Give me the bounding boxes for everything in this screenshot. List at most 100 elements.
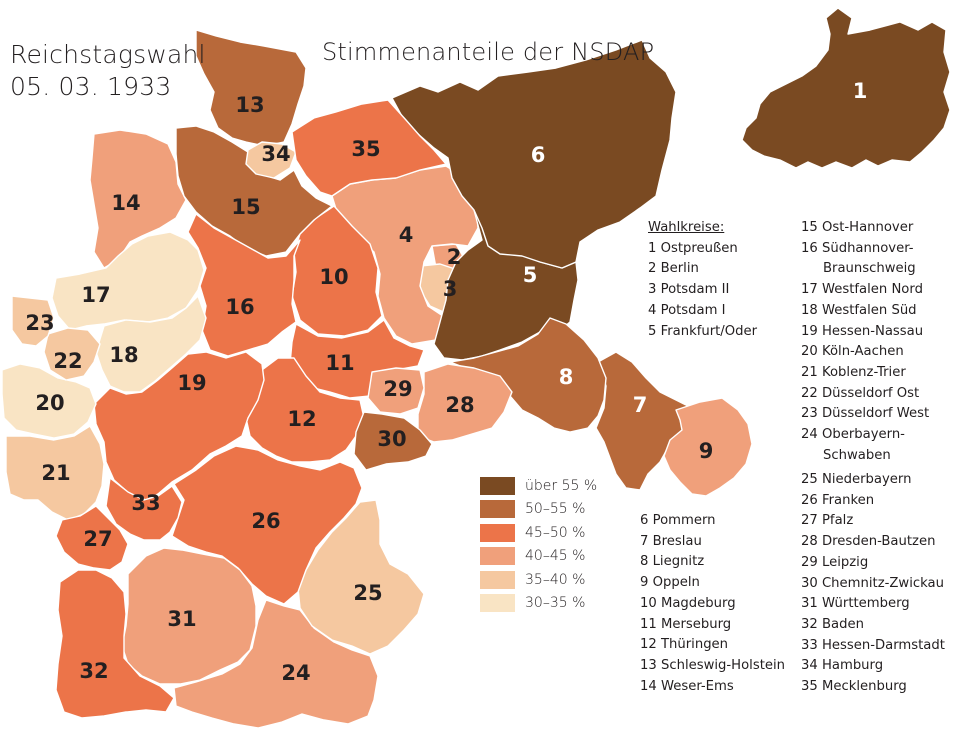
wahlkreis-list-entry: 25 Niederbayern xyxy=(801,472,912,487)
wahlkreis-10-label: 10 xyxy=(319,265,348,289)
wahlkreis-22-label: 22 xyxy=(53,349,82,373)
wahlkreis-4-label: 4 xyxy=(399,223,414,247)
wahlkreis-list-entry: 28 Dresden-Bautzen xyxy=(801,534,936,550)
wahlkreis-list-entry: 2 Berlin xyxy=(648,261,699,277)
legend-label: 30–35 % xyxy=(525,595,586,612)
wahlkreis-30-region xyxy=(353,411,433,471)
wahlkreis-8-label: 8 xyxy=(559,365,574,389)
wahlkreis-list-entry: 32 Baden xyxy=(801,616,864,632)
wahlkreis-list-entry: 33 Hessen-Darmstadt xyxy=(801,637,945,653)
wahlkreis-35-label: 35 xyxy=(351,137,380,161)
wahlkreis-list-entry: 35 Mecklenburg xyxy=(801,679,907,695)
wahlkreis-list-entry: 27 Pfalz xyxy=(801,513,854,529)
wahlkreis-26-region xyxy=(171,445,363,605)
wahlkreis-3-label: 3 xyxy=(443,277,458,301)
wahlkreis-28-label: 28 xyxy=(445,393,474,417)
legend-item: 30–35 % xyxy=(480,592,597,616)
wahlkreis-26-label: 26 xyxy=(251,509,280,533)
wahlkreis-list-entry: 19 Hessen-Nassau xyxy=(801,323,924,339)
wahlkreis-6-label: 6 xyxy=(531,143,546,167)
wahlkreis-24-label: 24 xyxy=(281,661,310,685)
wahlkreis-13-label: 13 xyxy=(235,93,264,117)
wahlkreis-30-label: 30 xyxy=(377,427,406,451)
wahlkreis-15-region xyxy=(175,125,333,257)
wahlkreis-17-label: 17 xyxy=(81,283,110,307)
wahlkreis-34-label: 34 xyxy=(261,142,290,166)
wahlkreis-list-entry: 1 Ostpreußen xyxy=(648,240,738,256)
wahlkreis-25-label: 25 xyxy=(353,581,382,605)
wahlkreis-list-entry: 9 Oppeln xyxy=(640,575,700,591)
legend-swatch xyxy=(480,500,515,519)
wahlkreis-list-entry: 31 Württemberg xyxy=(801,596,910,612)
wahlkreis-34-region xyxy=(245,141,297,179)
wahlkreis-25-region xyxy=(297,499,425,655)
legend-label: 50–55 % xyxy=(525,501,586,518)
wahlkreis-list-entry: 16 Südhannover- xyxy=(801,240,914,256)
wahlkreise-heading: Wahlkreise: xyxy=(648,220,725,235)
wahlkreis-13-region xyxy=(195,29,307,147)
map-subtitle: Stimmenanteile der NSDAP xyxy=(322,38,655,66)
wahlkreis-28-region xyxy=(417,363,513,443)
legend-label: 35–40 % xyxy=(525,571,586,588)
map-date: 05. 03. 1933 xyxy=(10,72,172,101)
wahlkreis-list-entry: 14 Weser-Ems xyxy=(640,678,734,694)
wahlkreis-list-entry: 18 Westfalen Süd xyxy=(801,302,917,318)
wahlkreis-29-region xyxy=(367,367,425,415)
wahlkreis-31-label: 31 xyxy=(167,607,196,631)
wahlkreise-list-1: Wahlkreise: 1 Ostpreußen 2 Berlin 3 Potsda… xyxy=(648,218,757,342)
legend-item: 35–40 % xyxy=(480,568,597,592)
wahlkreis-20-region xyxy=(1,363,97,439)
legend-label: 45–50 % xyxy=(525,524,586,541)
wahlkreis-list-entry: 30 Chemnitz-Zwickau xyxy=(801,575,944,591)
wahlkreis-list-entry: 7 Breslau xyxy=(640,533,702,549)
wahlkreis-21-label: 21 xyxy=(41,461,70,485)
wahlkreis-16-region xyxy=(187,213,301,357)
wahlkreis-7-label: 7 xyxy=(633,393,648,417)
legend-item: 40–45 % xyxy=(480,545,597,569)
wahlkreis-list-entry: 11 Merseburg xyxy=(640,616,732,632)
wahlkreis-24-region xyxy=(173,599,379,729)
wahlkreis-33-label: 33 xyxy=(131,491,160,515)
wahlkreis-list-entry: 29 Leipzig xyxy=(801,554,869,570)
legend-swatch xyxy=(480,523,515,542)
legend-label: 40–45 % xyxy=(525,548,586,565)
wahlkreis-22-region xyxy=(43,327,101,381)
legend-swatch xyxy=(480,570,515,589)
legend-item: 50–55 % xyxy=(480,498,597,522)
wahlkreis-2-label: 2 xyxy=(447,245,462,269)
wahlkreis-33-region xyxy=(105,477,183,541)
wahlkreis-7-region xyxy=(595,351,697,491)
wahlkreis-list-entry: 12 Thüringen xyxy=(640,637,729,653)
wahlkreis-15-label: 15 xyxy=(231,195,260,219)
wahlkreis-12-label: 12 xyxy=(287,407,316,431)
wahlkreis-9-region xyxy=(663,397,753,497)
wahlkreis-31-region xyxy=(121,547,257,685)
wahlkreis-23-region xyxy=(11,295,55,347)
wahlkreis-list-entry: Braunschweig xyxy=(823,261,916,277)
wahlkreis-32-label: 32 xyxy=(79,659,108,683)
wahlkreis-27-label: 27 xyxy=(83,527,112,551)
wahlkreis-18-region xyxy=(95,295,207,393)
wahlkreis-list-entry: 4 Potsdam I xyxy=(648,302,726,318)
legend: über 55 % 50–55 % 45–50 % 40–45 % 35–40 % 30–… xyxy=(480,474,597,615)
wahlkreis-9-label: 9 xyxy=(699,439,714,463)
wahlkreis-list-entry: 15 Ost-Hannover xyxy=(801,220,914,235)
wahlkreis-19-region xyxy=(93,351,265,501)
wahlkreis-list-entry: 13 Schleswig-Holstein xyxy=(640,657,786,673)
wahlkreis-list-entry: 20 Köln-Aachen xyxy=(801,344,904,360)
wahlkreis-35-region xyxy=(291,99,447,197)
wahlkreise-list-4: 25 Niederbayern 26 Franken 27 Pfalz 28 Dres… xyxy=(801,470,945,698)
wahlkreis-list-entry: 24 Oberbayern- xyxy=(801,427,905,443)
wahlkreis-6-region xyxy=(391,39,677,269)
wahlkreis-list-entry: 10 Magdeburg xyxy=(640,595,736,611)
wahlkreis-5-label: 5 xyxy=(523,263,538,287)
wahlkreise-list-3: 6 Pommern 7 Breslau 8 Liegnitz 9 Oppeln 10 M… xyxy=(640,511,785,697)
wahlkreis-14-label: 14 xyxy=(111,191,140,215)
wahlkreis-list-entry: Schwaben xyxy=(823,447,891,463)
wahlkreis-14-region xyxy=(89,129,187,269)
wahlkreis-list-entry: 22 Düsseldorf Ost xyxy=(801,385,920,401)
wahlkreis-list-entry: 34 Hamburg xyxy=(801,658,884,674)
wahlkreis-16-label: 16 xyxy=(225,295,254,319)
